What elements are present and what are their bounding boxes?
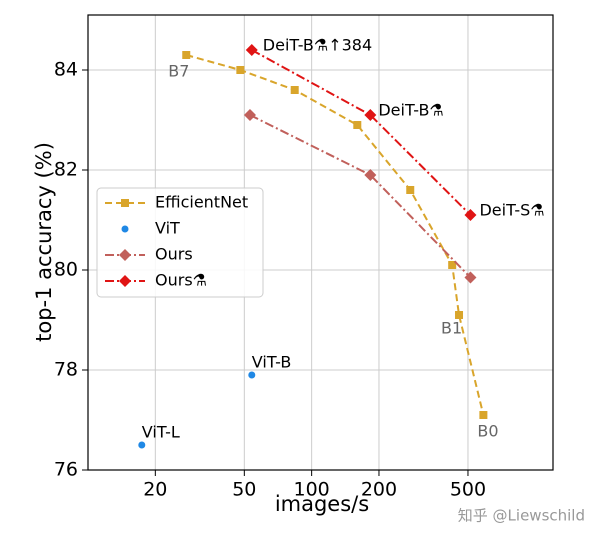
legend-label: ViT bbox=[155, 219, 180, 238]
marker bbox=[464, 209, 477, 221]
point-label: DeiT-B⚗↑384 bbox=[263, 36, 372, 55]
y-tick-label: 84 bbox=[54, 59, 78, 81]
marker bbox=[138, 441, 146, 449]
legend-label: EfficientNet bbox=[155, 193, 248, 212]
legend-marker bbox=[121, 199, 129, 207]
legend-box bbox=[96, 187, 264, 298]
legend: EfficientNet ViT Ours Ours⚗ bbox=[96, 187, 264, 298]
point-label: B1 bbox=[441, 319, 462, 338]
marker bbox=[290, 86, 299, 94]
marker bbox=[243, 109, 256, 121]
marker bbox=[479, 411, 488, 419]
marker bbox=[248, 371, 256, 379]
marker bbox=[455, 311, 464, 319]
x-tick-label: 20 bbox=[143, 479, 167, 501]
legend-marker bbox=[119, 275, 131, 287]
marker bbox=[448, 261, 457, 269]
marker bbox=[182, 51, 191, 59]
marker bbox=[245, 44, 258, 56]
plot-frame bbox=[87, 14, 554, 471]
x-tick-label: 50 bbox=[232, 479, 256, 501]
point-label: ViT-B bbox=[252, 353, 292, 372]
x-tick-label: 100 bbox=[294, 479, 330, 501]
y-axis-title: top-1 accuracy (%) bbox=[32, 142, 56, 342]
point-label: B7 bbox=[168, 62, 189, 81]
series-line bbox=[185, 54, 485, 416]
marker bbox=[464, 271, 477, 284]
watermark: 知乎 @Liewschild bbox=[458, 507, 585, 525]
legend-marker bbox=[121, 225, 129, 233]
point-label: ViT-L bbox=[142, 423, 180, 442]
legend-label: Ours⚗ bbox=[155, 271, 207, 290]
marker bbox=[406, 186, 415, 194]
x-axis-title: images/s bbox=[275, 492, 369, 516]
marker bbox=[364, 109, 377, 121]
y-tick-label: 78 bbox=[54, 359, 78, 381]
point-label: DeiT-S⚗ bbox=[479, 201, 544, 220]
series-line bbox=[251, 49, 472, 216]
y-tick-label: 80 bbox=[54, 259, 78, 281]
marker bbox=[236, 66, 245, 74]
y-tick-label: 76 bbox=[54, 459, 78, 481]
legend-label: Ours bbox=[155, 245, 193, 264]
x-tick-label: 500 bbox=[450, 479, 486, 501]
marker bbox=[364, 169, 377, 181]
legend-marker bbox=[119, 249, 131, 261]
series-line bbox=[249, 114, 472, 279]
marker bbox=[353, 121, 362, 129]
y-tick-label: 82 bbox=[54, 159, 78, 181]
point-label: B0 bbox=[477, 422, 498, 441]
x-tick-label: 200 bbox=[361, 479, 397, 501]
point-label: DeiT-B⚗ bbox=[378, 101, 443, 120]
